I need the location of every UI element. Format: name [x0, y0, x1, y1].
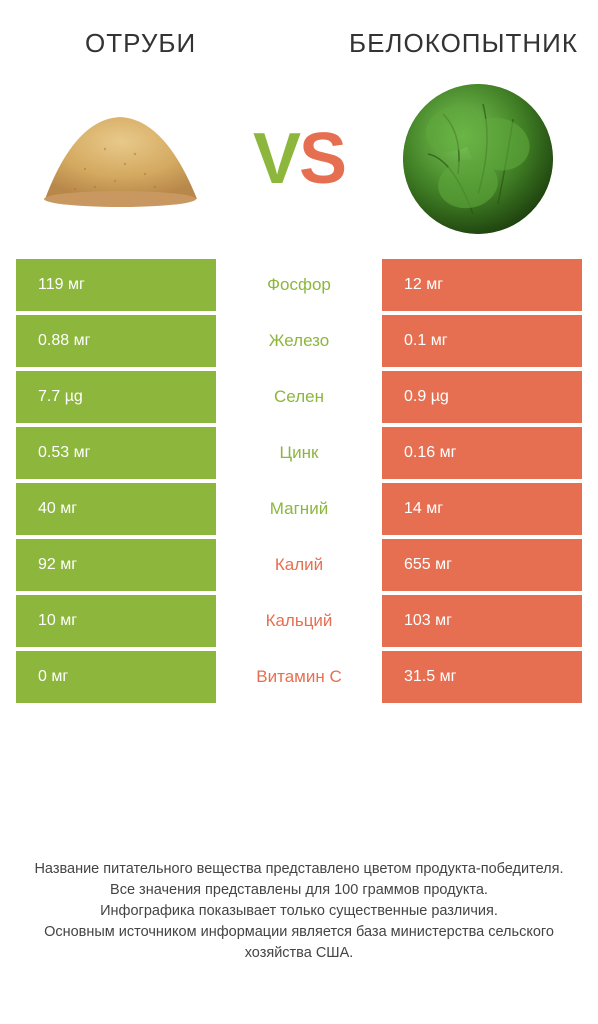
- cell-right-value: 14 мг: [382, 483, 582, 535]
- vs-v: V: [253, 119, 299, 199]
- footer-notes: Название питательного вещества представл…: [0, 859, 598, 964]
- cell-nutrient-label: Цинк: [216, 427, 382, 479]
- cell-nutrient-label: Калий: [216, 539, 382, 591]
- cell-left-value: 119 мг: [16, 259, 216, 311]
- cell-right-value: 655 мг: [382, 539, 582, 591]
- cell-left-value: 10 мг: [16, 595, 216, 647]
- cell-left-value: 40 мг: [16, 483, 216, 535]
- images-row: VS: [0, 79, 598, 259]
- footer-line: Все значения представлены для 100 граммо…: [20, 880, 578, 901]
- footer-line: Инфографика показывает только существенн…: [20, 901, 578, 922]
- cell-right-value: 0.9 µg: [382, 371, 582, 423]
- cell-left-value: 0 мг: [16, 651, 216, 703]
- cell-nutrient-label: Фосфор: [216, 259, 382, 311]
- vs-label: VS: [253, 118, 345, 200]
- cell-right-value: 12 мг: [382, 259, 582, 311]
- cell-right-value: 0.16 мг: [382, 427, 582, 479]
- cell-nutrient-label: Витамин C: [216, 651, 382, 703]
- table-row: 92 мгКалий655 мг: [16, 539, 582, 591]
- table-row: 10 мгКальций103 мг: [16, 595, 582, 647]
- vs-s: S: [299, 119, 345, 199]
- title-left: ОТРУБИ: [20, 28, 332, 59]
- cell-right-value: 31.5 мг: [382, 651, 582, 703]
- table-row: 40 мгМагний14 мг: [16, 483, 582, 535]
- header: ОТРУБИ БЕЛОКОПЫТНИК: [0, 0, 598, 79]
- table-row: 0.88 мгЖелезо0.1 мг: [16, 315, 582, 367]
- cell-right-value: 103 мг: [382, 595, 582, 647]
- table-row: 119 мгФосфор12 мг: [16, 259, 582, 311]
- table-row: 0 мгВитамин C31.5 мг: [16, 651, 582, 703]
- table-row: 7.7 µgСелен0.9 µg: [16, 371, 582, 423]
- butterbur-image: [388, 89, 568, 229]
- cell-left-value: 0.88 мг: [16, 315, 216, 367]
- title-right: БЕЛОКОПЫТНИК: [332, 28, 579, 59]
- cell-nutrient-label: Железо: [216, 315, 382, 367]
- cell-nutrient-label: Селен: [216, 371, 382, 423]
- footer-line: Название питательного вещества представл…: [20, 859, 578, 880]
- cell-left-value: 92 мг: [16, 539, 216, 591]
- footer-line: Основным источником информации является …: [20, 922, 578, 964]
- bran-image: [30, 89, 210, 229]
- cell-nutrient-label: Магний: [216, 483, 382, 535]
- table-row: 0.53 мгЦинк0.16 мг: [16, 427, 582, 479]
- cell-right-value: 0.1 мг: [382, 315, 582, 367]
- cell-left-value: 7.7 µg: [16, 371, 216, 423]
- cell-left-value: 0.53 мг: [16, 427, 216, 479]
- comparison-table: 119 мгФосфор12 мг0.88 мгЖелезо0.1 мг7.7 …: [0, 259, 598, 703]
- cell-nutrient-label: Кальций: [216, 595, 382, 647]
